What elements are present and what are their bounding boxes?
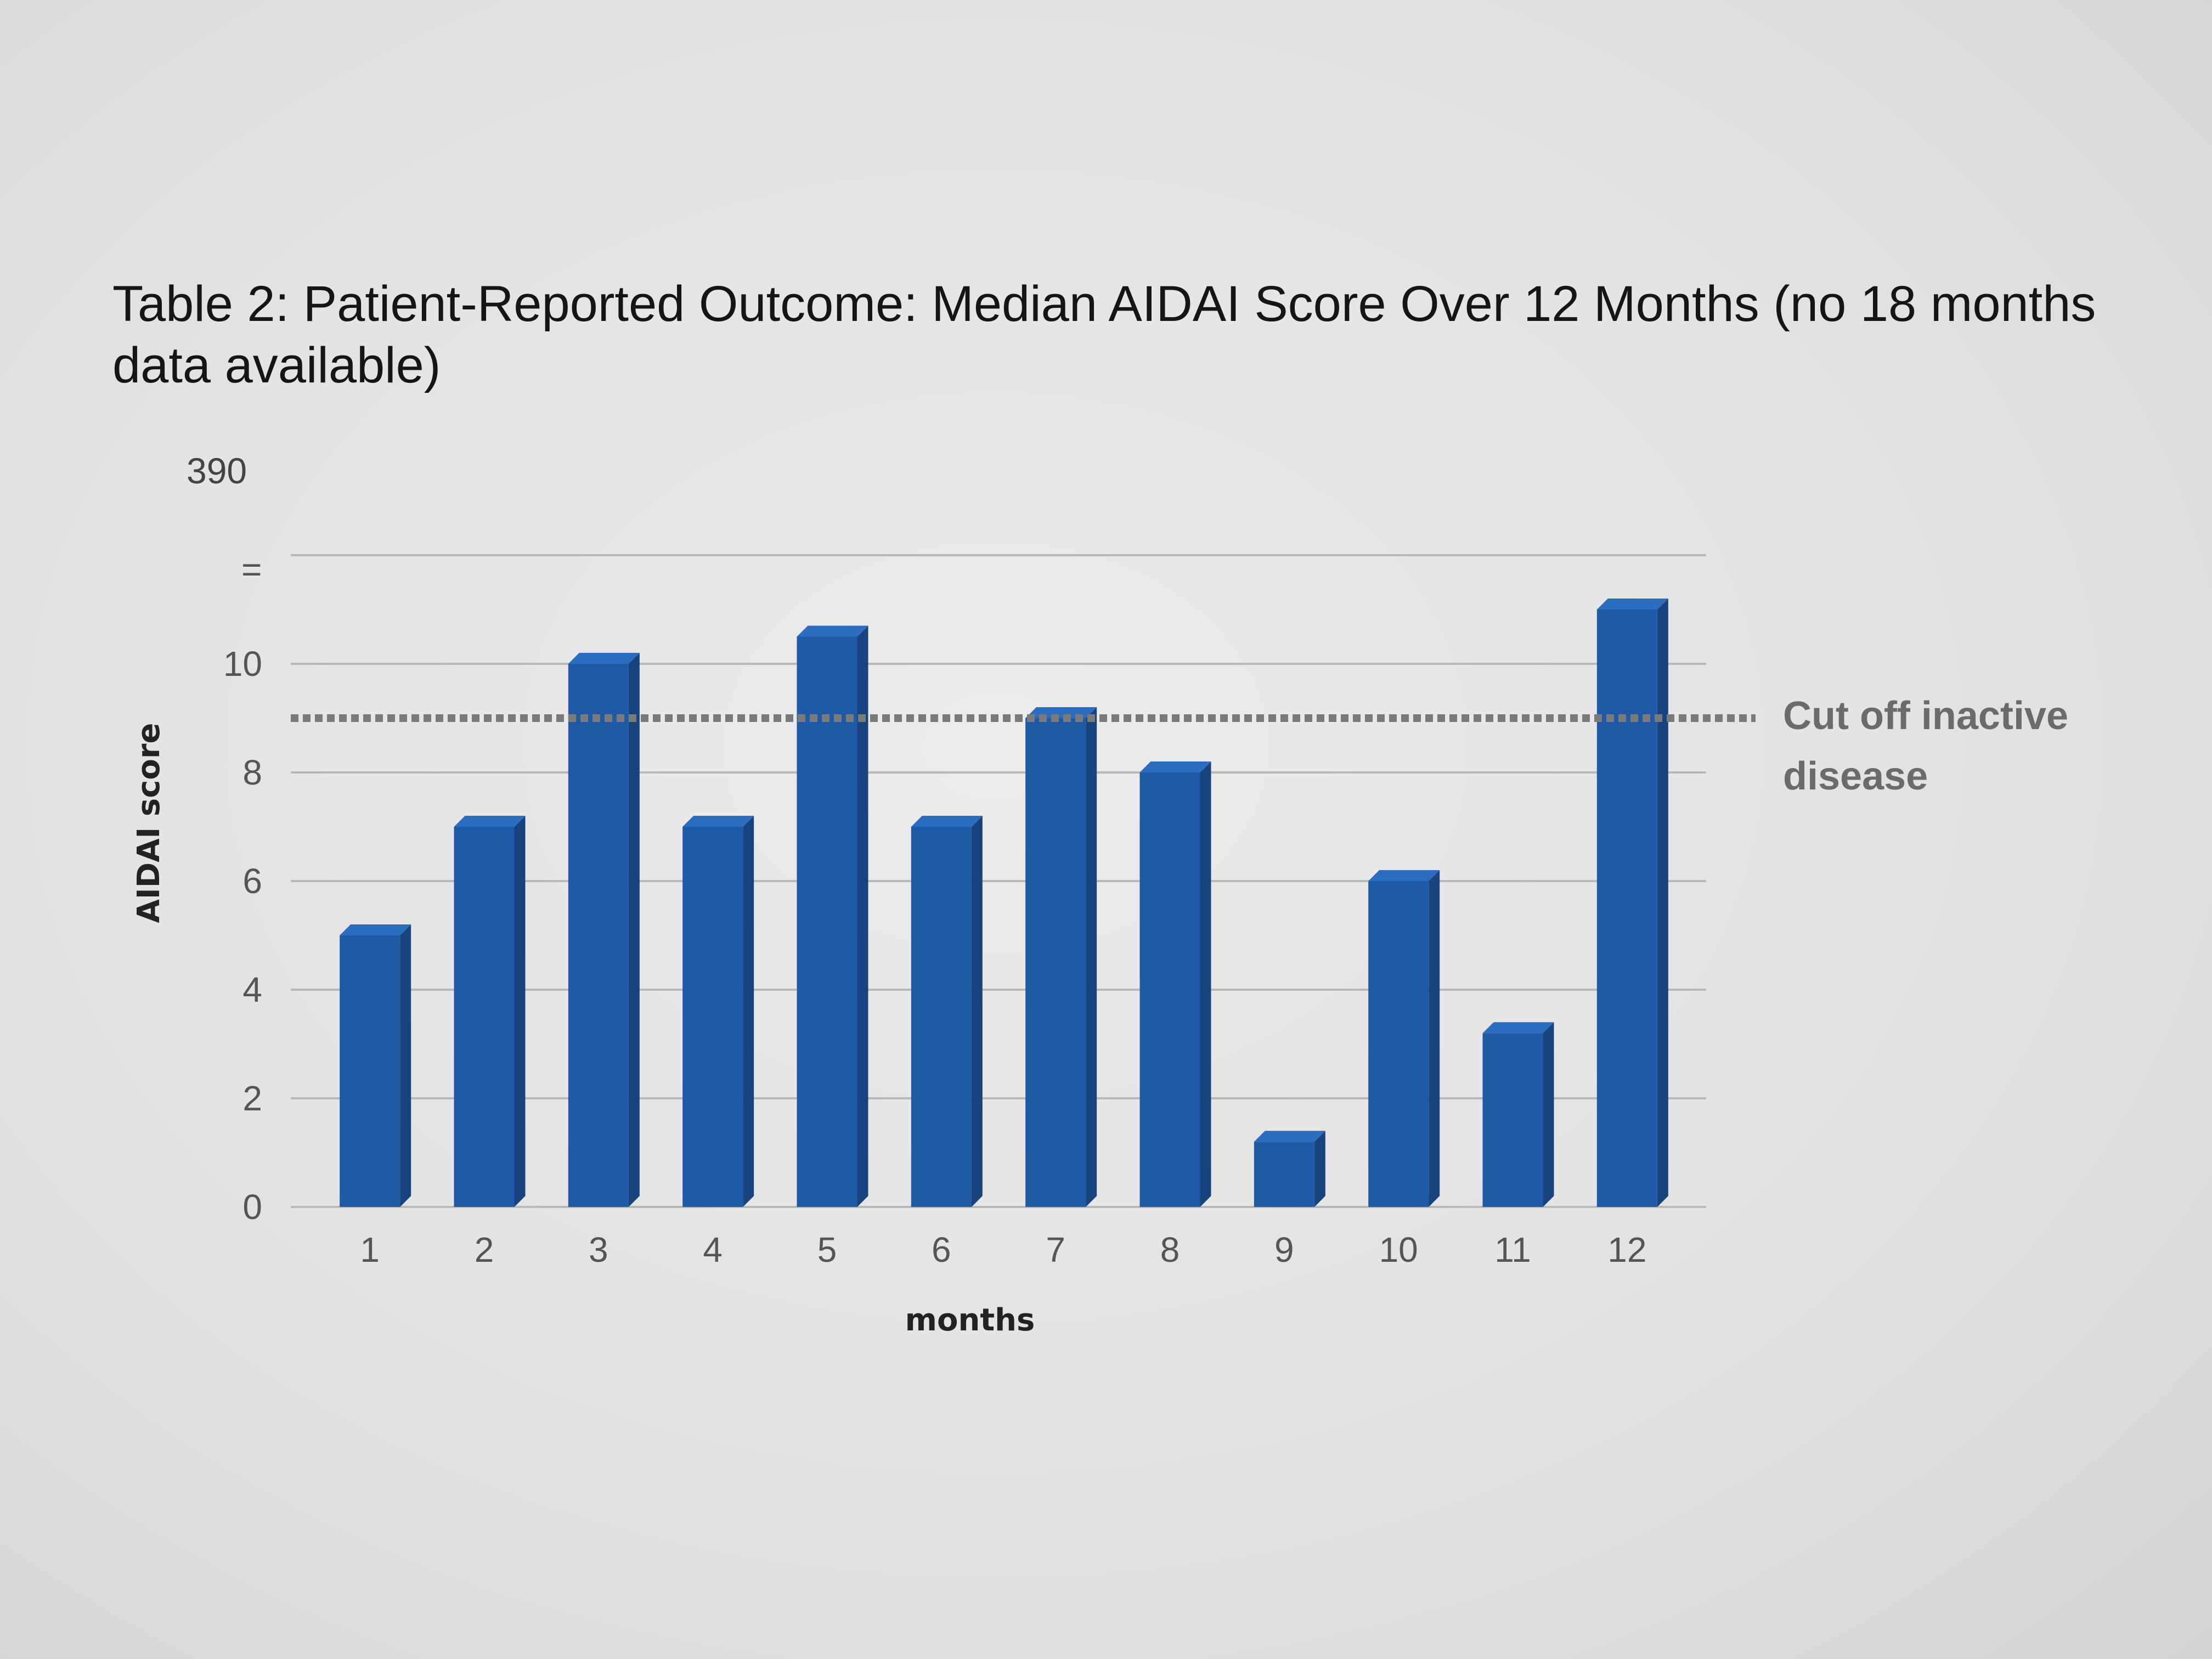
- bar: [1596, 599, 1668, 1207]
- x-tick-label: 4: [703, 1230, 723, 1269]
- x-tick-label: 9: [1274, 1230, 1294, 1269]
- y-tick-label: 4: [242, 970, 262, 1009]
- bars: [340, 599, 1668, 1207]
- bar: [911, 816, 983, 1207]
- bar: [1254, 1131, 1325, 1207]
- y-tick-labels: 0 2 4 6 8 10: [223, 644, 262, 1227]
- bar: [797, 625, 868, 1207]
- chart-title: Table 2: Patient-Reported Outcome: Media…: [112, 276, 2096, 393]
- bar: [1025, 707, 1097, 1207]
- bar: [568, 653, 640, 1207]
- gridlines: [291, 554, 1706, 1208]
- bar: [682, 816, 754, 1207]
- axis-artifact-glyph: =: [241, 550, 262, 589]
- bar: [1139, 761, 1211, 1207]
- bar: [454, 816, 526, 1207]
- y-tick-label: 10: [223, 644, 262, 684]
- x-tick-label: 12: [1607, 1230, 1646, 1269]
- x-tick-label: 3: [589, 1230, 608, 1269]
- x-tick-label: 8: [1160, 1230, 1180, 1269]
- y-axis-title: AIDAI score: [131, 723, 167, 923]
- x-tick-label: 7: [1046, 1230, 1065, 1269]
- cutoff-label: disease: [1783, 754, 1928, 798]
- x-tick-labels: 1 2 3 4 5 6 7 8 9 10 11 12: [360, 1230, 1646, 1269]
- cutoff-label: Cut off inactive: [1783, 694, 2068, 738]
- cutoff-line-group: Cut off inactive disease: [291, 694, 2068, 798]
- bar: [1368, 870, 1440, 1207]
- bar: [1482, 1022, 1554, 1207]
- x-tick-label: 10: [1379, 1230, 1418, 1269]
- y-tick-label: 8: [242, 753, 262, 792]
- y-tick-label: 6: [242, 861, 262, 901]
- y-tick-label: 0: [242, 1187, 262, 1227]
- y-tick-label: 2: [242, 1079, 262, 1118]
- x-tick-label: 6: [932, 1230, 951, 1269]
- x-tick-label: 2: [475, 1230, 494, 1269]
- x-axis-title: months: [905, 1302, 1035, 1338]
- x-tick-label: 1: [360, 1230, 380, 1269]
- x-tick-label: 11: [1494, 1230, 1531, 1269]
- bar: [340, 924, 411, 1207]
- x-tick-label: 5: [817, 1230, 837, 1269]
- page-number: 390: [187, 450, 247, 491]
